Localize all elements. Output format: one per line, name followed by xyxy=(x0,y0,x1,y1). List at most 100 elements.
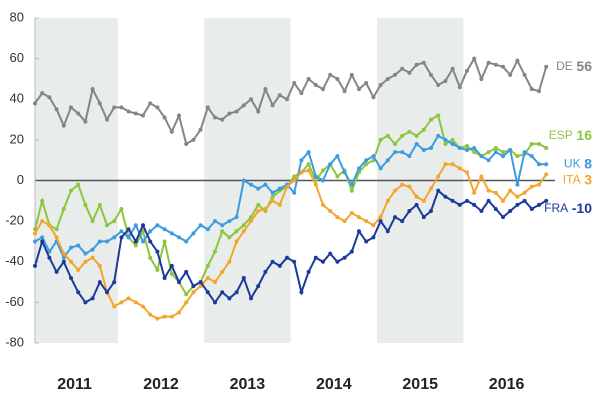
data-point xyxy=(133,223,138,228)
data-point xyxy=(198,280,203,285)
data-point xyxy=(429,186,433,191)
data-point xyxy=(155,316,160,321)
data-point xyxy=(169,314,174,319)
data-point xyxy=(443,137,448,142)
data-point xyxy=(90,247,95,252)
data-point xyxy=(191,290,196,295)
data-point xyxy=(299,290,304,295)
data-point xyxy=(393,141,397,146)
data-point xyxy=(270,103,275,108)
data-point xyxy=(162,239,167,244)
data-point xyxy=(501,150,505,155)
data-point xyxy=(306,162,311,167)
y-tick-label: 20 xyxy=(10,131,24,146)
data-point xyxy=(40,239,45,244)
data-point xyxy=(378,137,383,142)
data-point xyxy=(349,72,354,77)
data-point xyxy=(486,198,491,203)
data-point xyxy=(342,170,347,175)
data-point xyxy=(90,296,95,301)
x-tick-label: 2012 xyxy=(143,376,179,393)
data-point xyxy=(378,215,383,220)
data-point xyxy=(486,158,491,163)
data-point xyxy=(508,72,513,77)
x-tick-label: 2015 xyxy=(402,376,438,393)
data-point xyxy=(292,190,297,195)
data-point xyxy=(169,263,174,268)
data-point xyxy=(90,87,95,92)
data-point xyxy=(544,162,549,167)
data-point xyxy=(544,172,549,177)
data-point xyxy=(378,219,383,224)
data-point xyxy=(205,290,210,295)
data-point xyxy=(472,146,477,150)
data-point xyxy=(148,229,153,234)
data-point xyxy=(184,300,189,305)
data-point xyxy=(76,243,81,248)
data-point xyxy=(256,208,261,213)
data-point xyxy=(450,198,455,203)
data-point xyxy=(213,219,217,224)
data-point xyxy=(335,215,340,220)
y-tick-label: 0 xyxy=(17,172,24,187)
data-point xyxy=(141,304,145,309)
data-point xyxy=(385,76,390,81)
data-point xyxy=(263,182,268,187)
data-point xyxy=(493,150,498,155)
data-point xyxy=(443,194,448,199)
data-point xyxy=(529,141,534,146)
data-point xyxy=(371,154,376,159)
data-point xyxy=(393,188,397,193)
data-point xyxy=(277,263,282,268)
data-point xyxy=(198,223,203,228)
data-point xyxy=(213,249,217,254)
data-point xyxy=(33,231,37,236)
data-point xyxy=(249,219,253,224)
data-point xyxy=(385,158,390,163)
data-point xyxy=(148,312,153,317)
data-point xyxy=(97,101,102,106)
data-point xyxy=(97,202,102,207)
data-point xyxy=(256,186,261,191)
data-point xyxy=(83,251,88,256)
data-point xyxy=(47,255,52,260)
data-point xyxy=(378,83,383,88)
data-point xyxy=(40,235,45,240)
data-point xyxy=(313,174,318,179)
data-point xyxy=(472,190,477,195)
data-point xyxy=(133,239,138,244)
data-point xyxy=(112,105,117,110)
x-tick-label: 2016 xyxy=(489,376,525,393)
data-point xyxy=(501,198,505,203)
data-point xyxy=(234,215,239,220)
x-tick-label: 2014 xyxy=(316,376,352,393)
data-point xyxy=(69,188,73,193)
data-point xyxy=(177,235,181,240)
data-point xyxy=(141,239,145,244)
y-tick-label: 80 xyxy=(10,9,24,24)
data-point xyxy=(544,146,549,150)
data-point xyxy=(69,105,73,110)
data-point xyxy=(162,314,167,319)
data-point xyxy=(328,251,333,256)
data-point xyxy=(501,64,505,69)
data-point xyxy=(126,296,131,301)
data-point xyxy=(33,239,37,244)
value-label: 56 xyxy=(576,57,592,73)
series-name: ESP xyxy=(549,128,573,142)
data-point xyxy=(486,60,491,65)
data-point xyxy=(119,235,124,240)
data-point xyxy=(292,259,297,264)
data-point xyxy=(105,239,109,244)
data-point xyxy=(321,168,325,173)
data-point xyxy=(47,249,52,254)
data-point xyxy=(515,202,520,207)
data-point xyxy=(515,182,520,187)
data-point xyxy=(155,249,160,254)
data-point xyxy=(385,229,390,234)
data-point xyxy=(479,174,484,179)
data-point xyxy=(227,111,232,116)
data-point xyxy=(148,255,153,260)
data-point xyxy=(105,223,109,228)
data-point xyxy=(76,267,81,272)
